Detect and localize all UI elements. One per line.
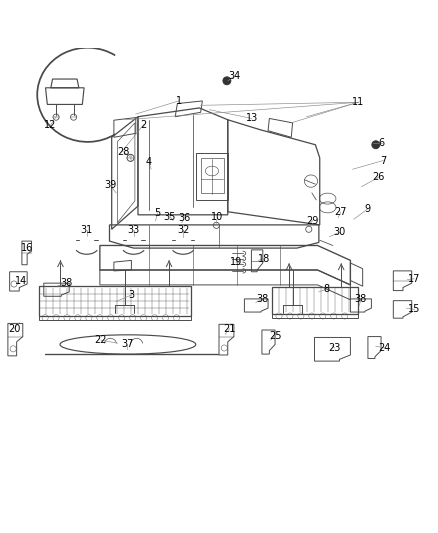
Text: 20: 20 (8, 324, 20, 334)
Text: 1: 1 (176, 96, 182, 106)
Text: 24: 24 (378, 343, 391, 353)
Text: 31: 31 (81, 225, 93, 235)
Text: 4: 4 (146, 157, 152, 167)
Text: 36: 36 (178, 213, 190, 223)
Text: 12: 12 (44, 120, 57, 131)
Text: 13: 13 (246, 114, 258, 124)
Text: 30: 30 (333, 228, 346, 237)
Text: 32: 32 (177, 225, 189, 235)
Text: 3: 3 (128, 290, 134, 300)
Text: 35: 35 (164, 212, 176, 222)
Text: 18: 18 (258, 254, 271, 264)
Text: 11: 11 (352, 97, 364, 107)
Text: 17: 17 (408, 274, 420, 284)
Text: 26: 26 (373, 172, 385, 182)
Text: 38: 38 (60, 278, 73, 288)
Text: 19: 19 (230, 257, 242, 267)
Text: 34: 34 (229, 71, 241, 81)
Text: 21: 21 (223, 324, 236, 334)
Circle shape (223, 77, 231, 85)
Text: 28: 28 (117, 147, 130, 157)
Text: 5: 5 (155, 208, 161, 218)
Text: 22: 22 (95, 335, 107, 345)
Text: 38: 38 (355, 294, 367, 304)
Text: 27: 27 (335, 207, 347, 217)
Text: 10: 10 (211, 213, 223, 222)
Circle shape (372, 141, 380, 149)
Text: 29: 29 (307, 215, 319, 225)
Text: 14: 14 (15, 276, 27, 286)
Text: 23: 23 (328, 343, 341, 353)
Text: 8: 8 (323, 284, 329, 294)
Text: 7: 7 (380, 156, 386, 166)
Text: 37: 37 (121, 338, 133, 349)
Text: 6: 6 (379, 138, 385, 148)
Text: 9: 9 (365, 204, 371, 214)
Text: 33: 33 (127, 225, 140, 235)
Text: 39: 39 (104, 181, 117, 190)
Text: 2: 2 (141, 119, 147, 130)
Text: 38: 38 (257, 294, 269, 304)
Text: 16: 16 (21, 243, 33, 253)
Text: 25: 25 (269, 330, 281, 341)
Text: 15: 15 (408, 304, 420, 314)
